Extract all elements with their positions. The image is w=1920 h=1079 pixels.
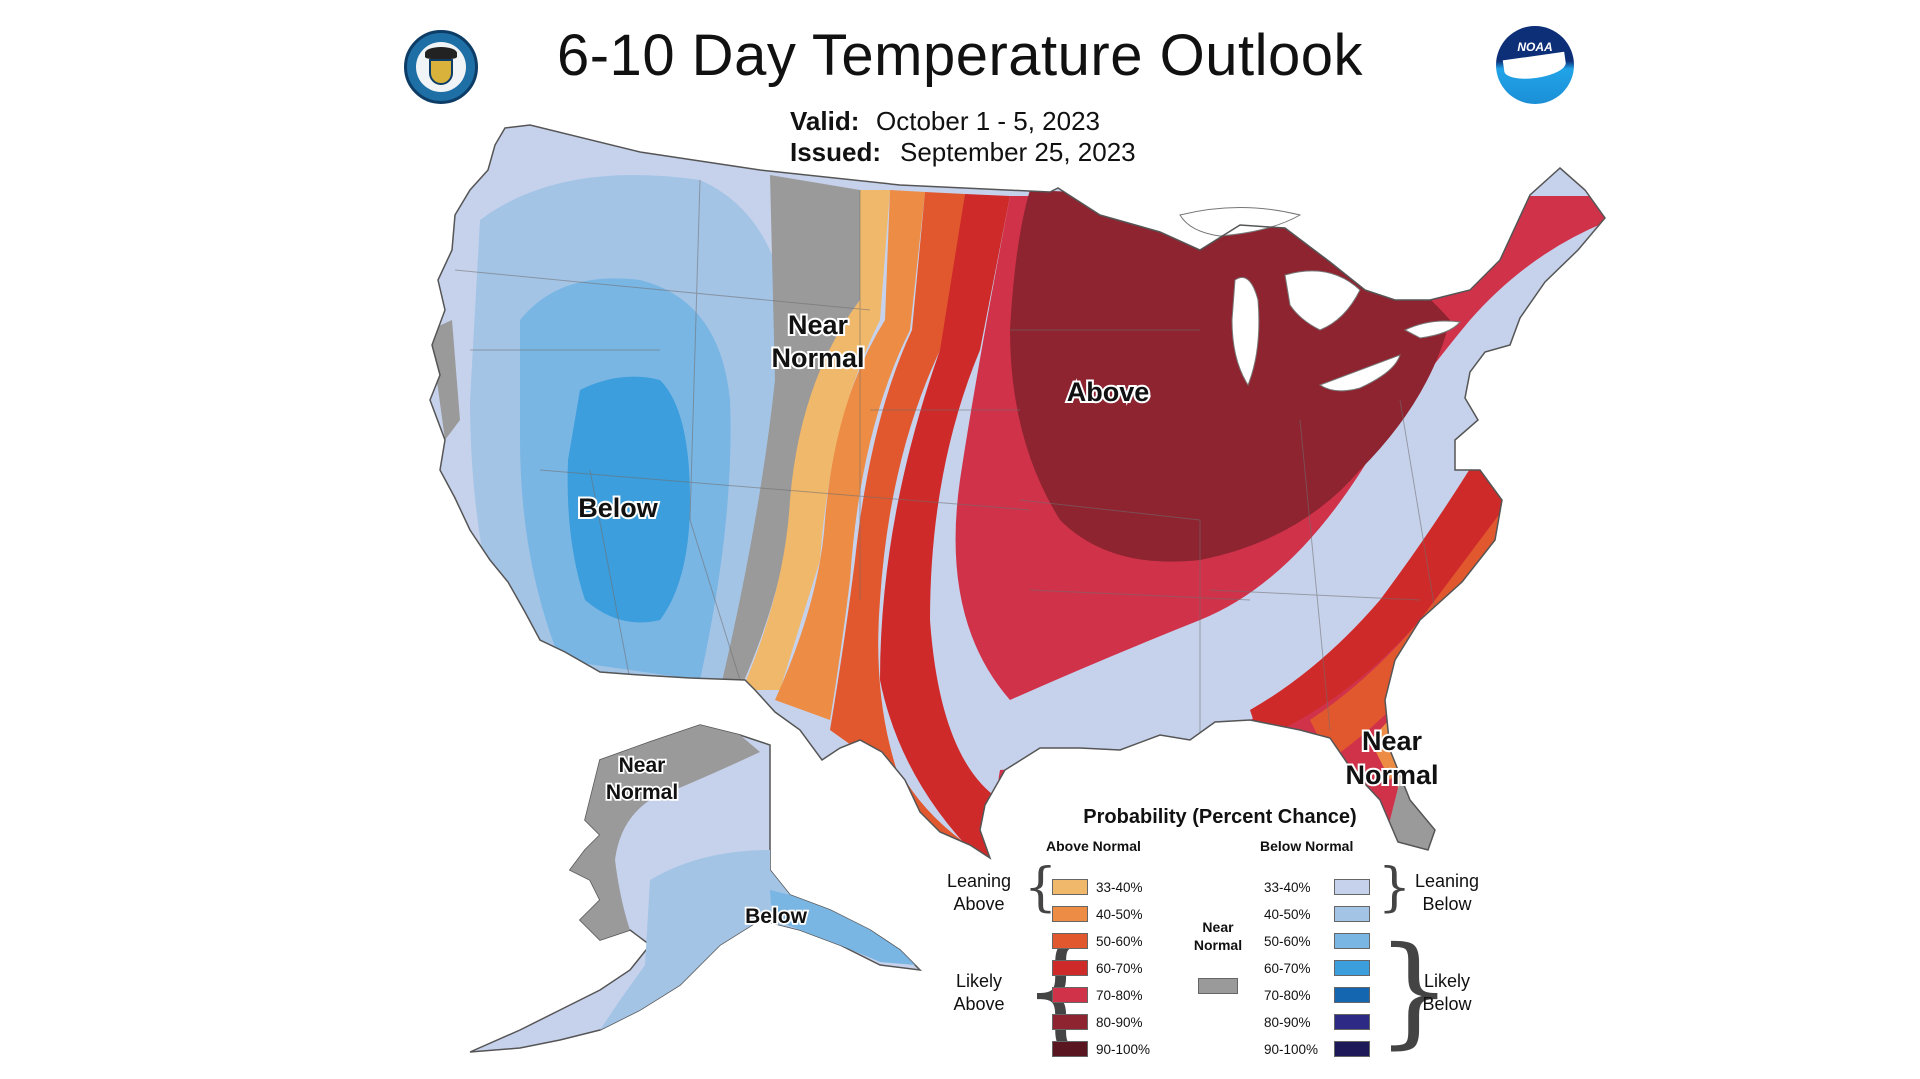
- legend-range: 60-70%: [1264, 960, 1311, 976]
- issued-value: September 25, 2023: [900, 137, 1136, 167]
- legend-likely-above-line2: Above: [953, 994, 1005, 1014]
- legend-near-normal-swatch: [1198, 978, 1238, 994]
- legend-likely-above: Likely Above: [934, 970, 1024, 1016]
- legend-swatch: [1334, 960, 1370, 976]
- legend-swatch: [1334, 1041, 1370, 1057]
- legend-leaning-above-line1: Leaning: [946, 871, 1012, 891]
- label-near-normal-florida-line1: Near: [1362, 726, 1423, 756]
- legend-leaning-below-line2: Below: [1422, 894, 1472, 914]
- legend-leaning-below: Leaning Below: [1402, 870, 1492, 916]
- legend-swatch: [1334, 933, 1370, 949]
- label-near-normal-alaska-line1: Near: [619, 754, 666, 777]
- legend-range: 90-100%: [1096, 1041, 1151, 1057]
- probability-legend: Probability (Percent Chance) Above Norma…: [930, 800, 1510, 1070]
- valid-value: October 1 - 5, 2023: [876, 106, 1101, 136]
- legend-swatch: [1334, 879, 1370, 895]
- legend-swatch: [1052, 1041, 1088, 1057]
- legend-swatch: [1052, 906, 1088, 922]
- legend-near-normal-line1: Near: [1202, 919, 1234, 935]
- legend-below-row: 80-90%: [1264, 1011, 1370, 1033]
- legend-below-row: 70-80%: [1264, 984, 1370, 1006]
- legend-range: 80-90%: [1096, 1014, 1143, 1030]
- valid-label: Valid:: [790, 106, 860, 136]
- brace-leaning-below-icon: }: [1378, 858, 1412, 918]
- legend-range: 80-90%: [1264, 1014, 1311, 1030]
- legend-range: 40-50%: [1096, 906, 1143, 922]
- commerce-seal-icon: [404, 30, 478, 104]
- legend-range: 40-50%: [1264, 906, 1311, 922]
- legend-near-normal: Near Normal: [1183, 918, 1253, 954]
- legend-below-row: 40-50%: [1264, 903, 1370, 925]
- label-below-west: Below: [578, 493, 659, 523]
- issued-label: Issued:: [790, 137, 882, 167]
- label-near-normal-florida-line2: Normal: [1345, 760, 1438, 790]
- legend-range: 60-70%: [1096, 960, 1143, 976]
- legend-title: Probability (Percent Chance): [1083, 806, 1357, 828]
- label-below-alaska: Below: [745, 905, 808, 928]
- legend-above-header: Above Normal: [1046, 838, 1141, 854]
- noaa-logo-text: NOAA: [1517, 40, 1553, 54]
- legend-range: 33-40%: [1096, 879, 1143, 895]
- legend-near-normal-line2: Normal: [1193, 937, 1243, 953]
- legend-below-row: 33-40%: [1264, 876, 1370, 898]
- legend-swatch: [1052, 879, 1088, 895]
- legend-swatch: [1052, 933, 1088, 949]
- legend-below-row: 50-60%: [1264, 930, 1370, 952]
- label-near-normal-alaska-line2: Normal: [606, 781, 678, 804]
- legend-likely-below: Likely Below: [1402, 970, 1492, 1016]
- legend-likely-above-line1: Likely: [955, 971, 1003, 991]
- legend-below-header: Below Normal: [1260, 838, 1354, 854]
- legend-swatch: [1334, 906, 1370, 922]
- legend-leaning-below-line1: Leaning: [1414, 871, 1480, 891]
- legend-above-row: 33-40%: [1052, 876, 1143, 898]
- legend-likely-below-line1: Likely: [1423, 971, 1471, 991]
- brace-leaning-above-icon: {: [1024, 858, 1058, 918]
- legend-range: 50-60%: [1096, 933, 1143, 949]
- legend-leaning-above-line2: Above: [953, 894, 1005, 914]
- legend-swatch: [1334, 987, 1370, 1003]
- legend-below-row: 90-100%: [1264, 1038, 1370, 1060]
- legend-above-row: 50-60%: [1052, 930, 1143, 952]
- legend-below-row: 60-70%: [1264, 957, 1370, 979]
- legend-above-row: 90-100%: [1052, 1038, 1150, 1060]
- legend-range: 70-80%: [1096, 987, 1143, 1003]
- legend-range: 90-100%: [1264, 1041, 1319, 1057]
- label-near-normal-west-line2: Normal: [771, 343, 864, 373]
- legend-leaning-above: Leaning Above: [934, 870, 1024, 916]
- legend-likely-below-line2: Below: [1422, 994, 1472, 1014]
- legend-above-row: 70-80%: [1052, 984, 1143, 1006]
- noaa-logo-icon: NOAA: [1496, 26, 1574, 104]
- date-block: Valid: October 1 - 5, 2023 Issued: Septemb…: [790, 106, 1136, 168]
- label-above: Above: [1067, 377, 1150, 407]
- legend-above-row: 60-70%: [1052, 957, 1143, 979]
- label-near-normal-west-line1: Near: [788, 310, 849, 340]
- legend-swatch: [1052, 960, 1088, 976]
- legend-range: 70-80%: [1264, 987, 1311, 1003]
- legend-swatch: [1334, 1014, 1370, 1030]
- legend-above-row: 80-90%: [1052, 1011, 1143, 1033]
- legend-swatch: [1052, 1014, 1088, 1030]
- legend-range: 33-40%: [1264, 879, 1311, 895]
- page-title: 6-10 Day Temperature Outlook: [556, 23, 1363, 88]
- brace-likely-below-icon: }: [1376, 922, 1453, 1061]
- legend-swatch: [1052, 987, 1088, 1003]
- legend-range: 50-60%: [1264, 933, 1311, 949]
- legend-above-row: 40-50%: [1052, 903, 1143, 925]
